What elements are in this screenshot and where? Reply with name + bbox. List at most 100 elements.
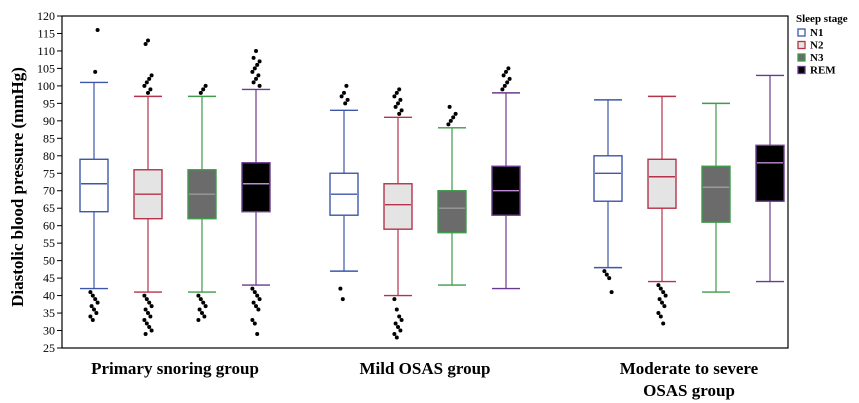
outlier-point xyxy=(144,321,149,326)
box xyxy=(241,162,271,213)
outlier-point xyxy=(506,66,511,71)
outlier-point xyxy=(95,300,100,305)
outlier-point xyxy=(90,318,95,323)
outlier-point xyxy=(147,76,152,81)
y-tick-label: 110 xyxy=(37,44,55,58)
outlier-point xyxy=(397,111,402,116)
y-tick-label: 115 xyxy=(37,26,55,40)
outlier-point xyxy=(255,293,260,298)
outlier-point xyxy=(90,293,95,298)
outlier-point xyxy=(252,290,257,295)
y-tick-label: 40 xyxy=(43,289,55,303)
outlier-point xyxy=(447,104,452,109)
y-tick-label: 60 xyxy=(43,219,55,233)
plot-area xyxy=(61,15,789,349)
outlier-point xyxy=(342,90,346,95)
outlier-point xyxy=(250,286,255,291)
y-tick-label: 70 xyxy=(43,184,55,198)
legend-title: Sleep stage xyxy=(796,13,848,25)
outlier-point xyxy=(344,83,349,88)
x-axis-group-labels: Primary snoring group Mild OSAS group Mode… xyxy=(91,359,759,400)
outlier-point xyxy=(197,307,202,312)
outlier-point xyxy=(196,318,201,323)
outlier-point xyxy=(144,80,149,85)
outlier-point xyxy=(254,76,258,81)
outlier-point xyxy=(255,332,260,337)
y-tick-label: 45 xyxy=(43,271,55,285)
outlier-point xyxy=(94,311,99,316)
outlier-point xyxy=(398,97,403,102)
outlier-point xyxy=(201,87,206,92)
outlier-point xyxy=(146,311,150,316)
outlier-point xyxy=(146,90,150,95)
outlier-point xyxy=(143,332,148,337)
outlier-point xyxy=(505,80,510,85)
outlier-point xyxy=(500,87,505,92)
outlier-point xyxy=(250,69,255,74)
outlier-point xyxy=(392,94,397,99)
outlier-point xyxy=(661,290,666,295)
y-tick-label: 100 xyxy=(37,79,55,93)
outlier-point xyxy=(202,314,207,319)
outlier-point xyxy=(446,122,451,127)
outlier-point xyxy=(256,73,261,78)
legend-label: N3 xyxy=(810,52,824,64)
outlier-point xyxy=(396,325,400,330)
legend-swatch xyxy=(797,65,806,75)
outlier-point xyxy=(250,318,255,323)
outlier-point xyxy=(394,335,399,340)
outlier-point xyxy=(393,321,398,326)
outlier-point xyxy=(200,311,204,316)
outlier-point xyxy=(501,73,506,78)
legend-label: REM xyxy=(810,65,836,77)
outlier-point xyxy=(95,27,100,32)
outlier-point xyxy=(504,69,508,74)
outlier-point xyxy=(255,62,260,67)
y-tick-label: 30 xyxy=(43,324,55,338)
outlier-point xyxy=(656,311,661,316)
box xyxy=(701,165,731,223)
outlier-point xyxy=(257,297,262,302)
outlier-point xyxy=(399,318,404,323)
outlier-point xyxy=(399,108,404,113)
outlier-point xyxy=(392,332,397,337)
outlier-point xyxy=(394,90,399,95)
outlier-point xyxy=(93,69,98,74)
outlier-point xyxy=(92,307,96,312)
outlier-point xyxy=(609,290,614,295)
series-n3 xyxy=(187,83,731,323)
box xyxy=(383,183,413,230)
y-tick-label: 75 xyxy=(43,166,55,180)
outlier-point xyxy=(257,59,262,64)
legend-swatch xyxy=(797,28,806,37)
outlier-point xyxy=(604,272,609,277)
series-n1 xyxy=(79,27,623,323)
group-label: Mild OSAS group xyxy=(359,359,490,378)
y-tick-label: 120 xyxy=(37,9,55,23)
outlier-point xyxy=(254,48,258,53)
outlier-point xyxy=(394,307,399,312)
y-tick-label: 35 xyxy=(43,306,55,320)
outlier-point xyxy=(251,300,256,305)
outlier-point xyxy=(254,304,258,309)
series-n2 xyxy=(133,38,677,340)
outlier-point xyxy=(147,325,152,330)
group-label: Primary snoring group xyxy=(91,359,259,378)
outlier-point xyxy=(658,314,663,319)
box xyxy=(647,158,677,209)
group-label: OSAS group xyxy=(643,381,735,400)
outlier-point xyxy=(451,115,456,120)
outlier-point xyxy=(257,83,262,88)
outlier-point xyxy=(397,87,402,92)
outlier-point xyxy=(143,41,148,46)
outlier-point xyxy=(338,286,343,291)
outlier-point xyxy=(198,297,203,302)
y-axis: 25 30 35 40 45 50 55 60 65 70 75 80 85 90 95 100 105 110 1… xyxy=(37,9,62,355)
y-tick-label: 50 xyxy=(43,254,55,268)
outlier-point xyxy=(149,304,154,309)
outlier-point xyxy=(148,314,153,319)
outlier-point xyxy=(149,328,154,333)
outlier-point xyxy=(201,300,206,305)
outlier-point xyxy=(89,304,94,309)
